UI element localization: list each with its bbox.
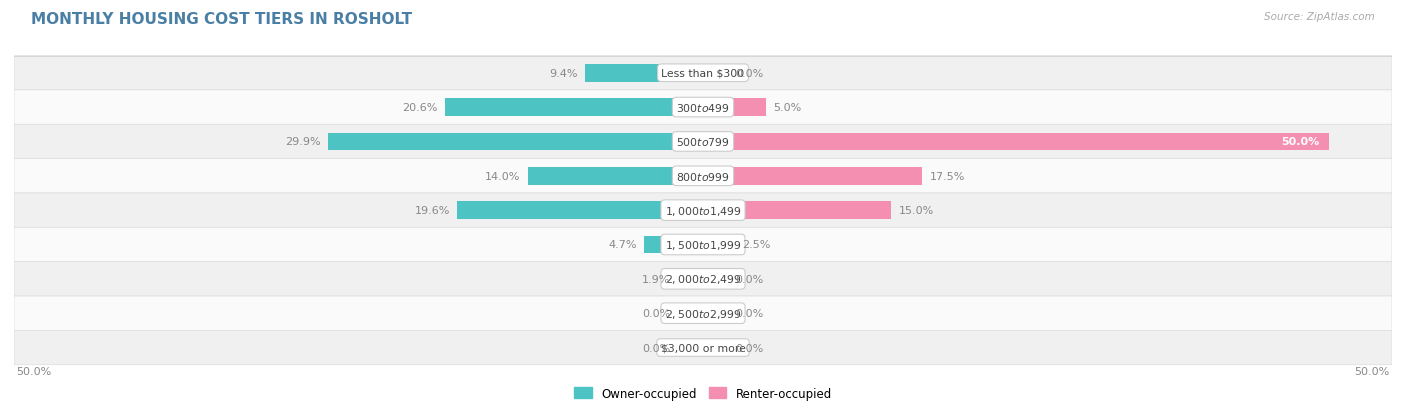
- Bar: [644, 236, 703, 254]
- Text: 50.0%: 50.0%: [1281, 137, 1319, 147]
- Text: 5.0%: 5.0%: [773, 103, 801, 113]
- Legend: Owner-occupied, Renter-occupied: Owner-occupied, Renter-occupied: [569, 382, 837, 404]
- Text: $300 to $499: $300 to $499: [676, 102, 730, 114]
- Text: 9.4%: 9.4%: [550, 69, 578, 78]
- Bar: [329, 133, 703, 151]
- Bar: [703, 167, 922, 185]
- FancyBboxPatch shape: [14, 57, 1392, 91]
- Bar: [703, 339, 728, 356]
- Text: Source: ZipAtlas.com: Source: ZipAtlas.com: [1264, 12, 1375, 22]
- Bar: [703, 133, 1329, 151]
- FancyBboxPatch shape: [14, 228, 1392, 262]
- FancyBboxPatch shape: [14, 330, 1392, 365]
- Text: 50.0%: 50.0%: [17, 366, 52, 376]
- Bar: [678, 339, 703, 356]
- Bar: [678, 304, 703, 323]
- Text: $1,000 to $1,499: $1,000 to $1,499: [665, 204, 741, 217]
- Bar: [444, 99, 703, 117]
- Bar: [678, 270, 703, 288]
- FancyBboxPatch shape: [14, 91, 1392, 125]
- Bar: [703, 202, 891, 220]
- Text: 14.0%: 14.0%: [485, 171, 520, 181]
- Text: $1,500 to $1,999: $1,500 to $1,999: [665, 238, 741, 252]
- Text: 20.6%: 20.6%: [402, 103, 437, 113]
- Text: 0.0%: 0.0%: [735, 309, 763, 318]
- Text: $2,000 to $2,499: $2,000 to $2,499: [665, 273, 741, 286]
- Text: 0.0%: 0.0%: [643, 309, 671, 318]
- Text: 0.0%: 0.0%: [735, 69, 763, 78]
- Text: 2.5%: 2.5%: [742, 240, 770, 250]
- Text: $500 to $799: $500 to $799: [676, 136, 730, 148]
- Text: $3,000 or more: $3,000 or more: [661, 343, 745, 353]
- Text: 1.9%: 1.9%: [643, 274, 671, 284]
- FancyBboxPatch shape: [14, 296, 1392, 330]
- Text: 4.7%: 4.7%: [609, 240, 637, 250]
- FancyBboxPatch shape: [14, 194, 1392, 228]
- Text: $800 to $999: $800 to $999: [676, 171, 730, 183]
- Text: 17.5%: 17.5%: [929, 171, 965, 181]
- Text: MONTHLY HOUSING COST TIERS IN ROSHOLT: MONTHLY HOUSING COST TIERS IN ROSHOLT: [31, 12, 412, 27]
- Text: 29.9%: 29.9%: [285, 137, 321, 147]
- Text: 0.0%: 0.0%: [735, 274, 763, 284]
- Bar: [703, 236, 734, 254]
- Bar: [703, 99, 766, 117]
- Bar: [703, 304, 728, 323]
- Bar: [703, 270, 728, 288]
- Bar: [585, 65, 703, 83]
- FancyBboxPatch shape: [14, 125, 1392, 159]
- Text: 19.6%: 19.6%: [415, 206, 450, 216]
- Bar: [527, 167, 703, 185]
- FancyBboxPatch shape: [14, 262, 1392, 296]
- Bar: [457, 202, 703, 220]
- Text: $2,500 to $2,999: $2,500 to $2,999: [665, 307, 741, 320]
- Text: 15.0%: 15.0%: [898, 206, 934, 216]
- Text: Less than $300: Less than $300: [661, 69, 745, 78]
- Text: 0.0%: 0.0%: [643, 343, 671, 353]
- Bar: [703, 65, 728, 83]
- FancyBboxPatch shape: [14, 159, 1392, 194]
- Text: 0.0%: 0.0%: [735, 343, 763, 353]
- Text: 50.0%: 50.0%: [1354, 366, 1389, 376]
